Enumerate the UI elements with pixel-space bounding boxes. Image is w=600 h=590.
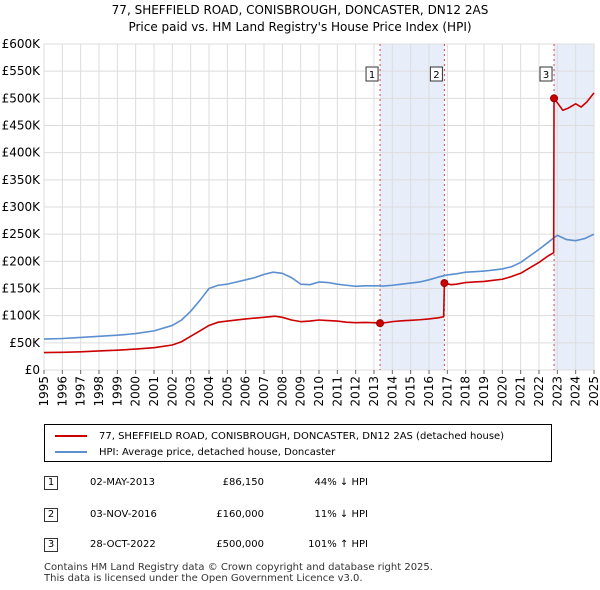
y-tick-label: £350K xyxy=(2,173,42,187)
footer-line-2: This data is licensed under the Open Gov… xyxy=(44,573,363,584)
sale-price: £500,000 xyxy=(216,539,264,550)
x-tick-label: 2000 xyxy=(129,376,143,407)
x-tick-label: 1996 xyxy=(55,376,69,407)
sale-price: £86,150 xyxy=(222,477,264,488)
x-tick-label: 1997 xyxy=(74,376,88,407)
y-tick-label: £0 xyxy=(25,363,40,377)
chart-subtitle: Price paid vs. HM Land Registry's House … xyxy=(128,20,471,34)
x-tick-label: 2012 xyxy=(349,376,363,407)
x-tick-label: 2003 xyxy=(184,376,198,407)
sale-marker-box xyxy=(539,66,553,82)
sale-hpi-change: 44% ↓ HPI xyxy=(314,477,368,488)
x-tick-label: 2019 xyxy=(477,376,491,407)
sale-number-badge: 2 xyxy=(44,508,58,522)
y-tick-label: £450K xyxy=(2,119,42,133)
x-tick-label: 2014 xyxy=(385,376,399,407)
legend-item-property: 77, SHEFFIELD ROAD, CONISBROUGH, DONCAST… xyxy=(55,428,504,444)
x-tick-label: 2011 xyxy=(330,376,344,407)
y-tick-label: £400K xyxy=(2,146,42,160)
x-tick-label: 2013 xyxy=(367,376,381,407)
x-tick-label: 2024 xyxy=(569,376,583,407)
x-tick-label: 2008 xyxy=(275,376,289,407)
sale-point xyxy=(550,94,559,103)
x-tick-label: 2001 xyxy=(147,376,161,407)
legend-item-hpi: HPI: Average price, detached house, Donc… xyxy=(55,444,335,460)
sale-point xyxy=(440,279,449,288)
sale-marker-label: 3 xyxy=(543,70,549,81)
y-tick-label: £300K xyxy=(2,200,42,214)
y-tick-label: £150K xyxy=(2,282,42,296)
x-tick-label: 2009 xyxy=(294,376,308,407)
x-tick-label: 2025 xyxy=(587,376,600,407)
x-tick-label: 2018 xyxy=(459,376,473,407)
x-tick-label: 2004 xyxy=(202,376,216,407)
x-tick-label: 2016 xyxy=(422,376,436,407)
x-tick-label: 1995 xyxy=(37,376,51,407)
sale-row-3: 3 28-OCT-2022 £500,000 101% ↑ HPI xyxy=(44,538,444,556)
hpi-line xyxy=(43,233,595,340)
y-tick-label: £600K xyxy=(2,37,42,51)
legend-swatch-hpi xyxy=(55,451,87,453)
sale-number-badge: 1 xyxy=(44,476,58,490)
sale-marker-box xyxy=(365,66,379,82)
x-tick-label: 2005 xyxy=(220,376,234,407)
sale-date: 02-MAY-2013 xyxy=(90,477,156,488)
x-tick-label: 2021 xyxy=(514,376,528,407)
legend: 77, SHEFFIELD ROAD, CONISBROUGH, DONCAST… xyxy=(44,424,552,462)
x-tick-label: 1998 xyxy=(92,376,106,407)
x-tick-label: 2017 xyxy=(440,376,454,407)
chart-title: 77, SHEFFIELD ROAD, CONISBROUGH, DONCAST… xyxy=(112,3,489,17)
sale-date: 03-NOV-2016 xyxy=(90,509,157,520)
y-tick-label: £550K xyxy=(2,64,42,78)
sale-hpi-change: 101% ↑ HPI xyxy=(308,539,368,550)
sale-marker-label: 1 xyxy=(369,70,375,81)
price-chart: 77, SHEFFIELD ROAD, CONISBROUGH, DONCAST… xyxy=(2,3,600,407)
x-tick-label: 2022 xyxy=(532,376,546,407)
x-tick-label: 2010 xyxy=(312,376,326,407)
legend-label-property: 77, SHEFFIELD ROAD, CONISBROUGH, DONCAST… xyxy=(99,430,505,442)
sale-price: £160,000 xyxy=(216,509,264,520)
sale-point xyxy=(376,319,385,328)
y-tick-label: £100K xyxy=(2,309,42,323)
x-tick-label: 1999 xyxy=(110,376,124,407)
x-tick-label: 2006 xyxy=(239,376,253,407)
y-tick-label: £50K xyxy=(9,336,41,350)
y-tick-label: £500K xyxy=(2,91,42,105)
y-tick-label: £200K xyxy=(2,254,42,268)
property-price-line xyxy=(43,92,595,354)
x-tick-label: 2002 xyxy=(165,376,179,407)
x-tick-label: 2023 xyxy=(550,376,564,407)
sale-marker-label: 2 xyxy=(433,70,439,81)
sale-row-2: 2 03-NOV-2016 £160,000 11% ↓ HPI xyxy=(44,508,444,526)
legend-swatch-property xyxy=(55,435,87,437)
footer-line-1: Contains HM Land Registry data © Crown c… xyxy=(44,562,433,573)
sale-marker-box xyxy=(429,66,443,82)
sale-row-1: 1 02-MAY-2013 £86,150 44% ↓ HPI xyxy=(44,476,444,494)
x-tick-label: 2007 xyxy=(257,376,271,407)
sale-hpi-change: 11% ↓ HPI xyxy=(314,509,368,520)
sale-number-badge: 3 xyxy=(44,538,58,552)
footer-attribution: Contains HM Land Registry data © Crown c… xyxy=(44,562,433,584)
sale-date: 28-OCT-2022 xyxy=(90,539,156,550)
y-tick-label: £250K xyxy=(2,227,42,241)
legend-label-hpi: HPI: Average price, detached house, Donc… xyxy=(99,446,336,458)
x-tick-label: 2015 xyxy=(404,376,418,407)
x-tick-label: 2020 xyxy=(495,376,509,407)
